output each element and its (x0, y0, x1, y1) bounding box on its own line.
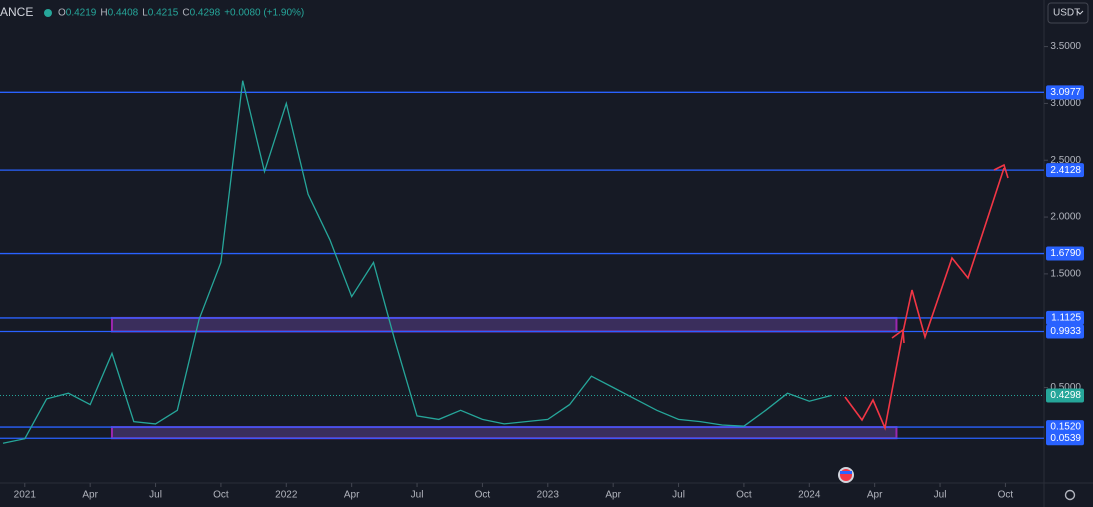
x-tick-label: 2022 (275, 490, 298, 501)
quote-value: 0.4298 (190, 8, 221, 19)
y-tick-label: 2.0000 (1050, 212, 1081, 223)
x-tick-label: Jul (411, 490, 424, 501)
x-tick-label: Apr (867, 490, 883, 501)
y-tick-label: 2.5000 (1050, 155, 1081, 166)
y-tick-label: 3.5000 (1050, 41, 1081, 52)
x-tick-label: Apr (605, 490, 621, 501)
x-tick-label: 2023 (537, 490, 560, 501)
last-price-label: 0.4298 (1050, 390, 1081, 401)
x-tick-label: Oct (998, 490, 1014, 501)
level-label-box (1046, 85, 1084, 100)
y-tick-label: 1.5000 (1050, 269, 1081, 280)
level-label: 0.9933 (1050, 326, 1081, 337)
quote-key: L (142, 8, 148, 19)
plot-area (0, 80, 1044, 444)
quote-value: 0.4219 (66, 8, 97, 19)
y-tick-label: 0.5000 (1050, 382, 1081, 393)
quote-value: 0.4215 (148, 8, 179, 19)
dropdown-icon[interactable] (1076, 10, 1084, 15)
x-tick-label: Jul (672, 490, 685, 501)
x-tick-label: Oct (213, 490, 229, 501)
quote: O 0.4219 H 0.4408 L 0.4215 C 0.4298 +0.0080 (+1.… (58, 8, 304, 19)
y-tick-label: 3.0000 (1050, 98, 1081, 109)
zone (110, 426, 898, 440)
x-tick-label: 2024 (798, 490, 821, 501)
price-line (2, 80, 832, 444)
level-label: 0.1520 (1050, 422, 1081, 433)
quote-value: 0.4408 (108, 8, 139, 19)
zone (110, 316, 898, 333)
x-tick-label: Jul (934, 490, 947, 501)
settings-icon[interactable] (1064, 489, 1076, 501)
quote-key: C (182, 8, 189, 19)
projection-arrowhead (891, 328, 905, 344)
level-label-box (1046, 420, 1084, 435)
symbol: ANCE (0, 5, 33, 19)
level-label: 2.4128 (1050, 165, 1081, 176)
x-tick-label: Apr (82, 490, 98, 501)
event-flag-band[interactable] (840, 471, 852, 474)
level-label: 1.1125 (1051, 313, 1081, 324)
quote-value: +0.0080 (+1.90%) (224, 8, 304, 19)
x-tick-label: Oct (475, 490, 491, 501)
quote-key: O (58, 8, 66, 19)
level-label-box (1046, 310, 1084, 325)
x-tick-label: 2021 (14, 490, 37, 501)
last-price-box (1046, 388, 1084, 403)
level-label-box (1046, 324, 1084, 339)
projection-path (844, 167, 1005, 431)
level-label: 1.6790 (1050, 248, 1081, 259)
currency[interactable]: USDT (1053, 8, 1080, 19)
level-label: 0.0539 (1050, 433, 1081, 444)
level-label: 3.0977 (1050, 87, 1081, 98)
x-tick-label: Jul (149, 490, 162, 501)
event-flag-inner[interactable] (840, 469, 852, 481)
x-tick-label: Apr (344, 490, 360, 501)
level-label-box (1046, 246, 1084, 261)
projection-arrowhead (993, 163, 1009, 179)
status-dot (44, 9, 52, 17)
x-tick-label: Oct (736, 490, 752, 501)
level-label-box (1046, 163, 1084, 178)
quote-key: H (100, 8, 107, 19)
level-label-box (1046, 431, 1084, 446)
currency-button[interactable] (1047, 2, 1089, 24)
